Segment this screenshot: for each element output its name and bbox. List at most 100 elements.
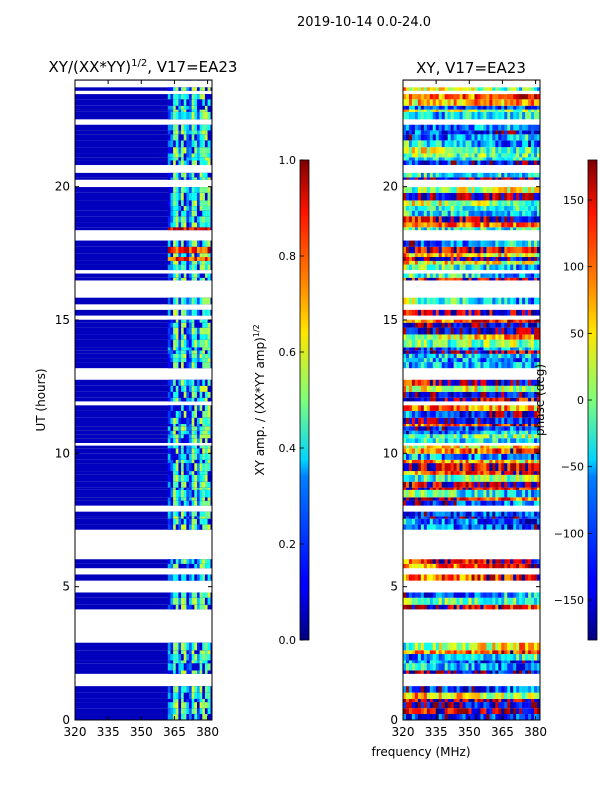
right-heatmap-cell — [513, 347, 517, 351]
right-heatmap-cell — [507, 702, 511, 709]
right-heatmap-cell — [531, 358, 535, 363]
right-heatmap-cell — [432, 686, 437, 693]
right-heatmap-cell — [405, 574, 410, 581]
right-heatmap-cell — [525, 574, 529, 581]
left-heatmap-row — [75, 563, 212, 569]
left-heatmap-cell — [183, 597, 187, 605]
right-heatmap-cell — [492, 592, 496, 598]
right-heatmap-cell — [525, 471, 529, 475]
right-heatmap-cell — [492, 264, 496, 271]
right-heatmap-cell — [483, 692, 487, 699]
right-heatmap-cell — [510, 563, 514, 569]
right-heatmap-cell — [435, 559, 440, 564]
right-heatmap-cell — [474, 260, 478, 265]
left-heatmap-cell — [175, 702, 179, 709]
right-heatmap-cell — [411, 516, 416, 519]
right-heatmap-cell — [504, 489, 508, 498]
left-heatmap-cell — [175, 105, 179, 110]
right-heatmap-cell — [471, 264, 475, 271]
left-heatmap-cell — [170, 574, 174, 581]
right-heatmap-cell — [531, 463, 535, 472]
right-heatmap-cell — [495, 438, 499, 443]
right-heatmap-cell — [516, 417, 520, 425]
right-heatmap-cell — [450, 714, 454, 720]
left-heatmap-cell — [191, 438, 195, 443]
right-heatmap-cell — [504, 216, 508, 223]
left-heatmap-cell — [189, 210, 192, 217]
right-heatmap-cell — [510, 487, 514, 490]
left-heatmap-cell — [183, 362, 187, 369]
left-heatmap-cell — [186, 463, 190, 472]
left-heatmap-row — [75, 597, 212, 605]
left-heatmap-cell — [196, 445, 200, 449]
left-heatmap-cell — [173, 322, 177, 328]
right-heatmap-cell — [501, 405, 505, 411]
left-heatmap-cell — [199, 99, 203, 106]
right-heatmap-cell — [429, 273, 434, 278]
left-heatmap-cell — [207, 391, 211, 398]
left-heatmap-cell — [194, 604, 198, 610]
x-tick-label: 320 — [64, 725, 87, 739]
right-heatmap-cell — [468, 379, 472, 386]
right-heatmap-cell — [477, 417, 481, 425]
right-heatmap-cell — [462, 574, 466, 581]
right-heatmap-cell — [516, 379, 520, 386]
left-heatmap-cell — [204, 297, 208, 305]
left-heatmap-cell — [191, 253, 195, 257]
right-heatmap-cell — [474, 297, 478, 305]
right-heatmap-cell — [453, 489, 457, 498]
left-heatmap-cell — [170, 459, 174, 464]
left-heatmap-cell — [186, 516, 190, 519]
right-heatmap-cell — [516, 264, 520, 271]
right-heatmap-cell — [456, 253, 460, 257]
right-heatmap-cell — [405, 692, 410, 699]
left-heatmap-cell — [181, 322, 185, 328]
right-heatmap-cell — [474, 256, 478, 261]
right-heatmap-cell — [435, 379, 440, 386]
right-heatmap-cell — [477, 391, 481, 398]
right-heatmap-cell — [522, 397, 526, 402]
left-heatmap-cell — [191, 516, 195, 519]
right-heatmap-cell — [447, 463, 451, 472]
right-heatmap-cell — [450, 260, 454, 265]
right-heatmap-cell — [477, 670, 481, 674]
right-heatmap-cell — [525, 516, 529, 519]
right-heatmap-cell — [507, 362, 511, 369]
right-heatmap-cell — [525, 405, 529, 411]
right-heatmap-cell — [429, 500, 434, 506]
left-heatmap-cell — [199, 109, 203, 112]
right-heatmap-cell — [417, 686, 422, 693]
right-heatmap-cell — [468, 686, 472, 693]
left-heatmap-cell — [178, 192, 182, 201]
right-heatmap-cell — [426, 686, 431, 693]
left-heatmap-cell — [170, 430, 174, 435]
right-heatmap-cell — [432, 379, 437, 386]
left-heatmap-cell — [178, 453, 182, 460]
left-heatmap-cell — [202, 463, 206, 472]
left-heatmap-cell — [175, 445, 179, 449]
left-heatmap-cell — [186, 109, 190, 112]
right-heatmap-cell — [531, 277, 535, 281]
left-heatmap-cell — [204, 192, 208, 201]
right-heatmap-cell — [456, 358, 460, 363]
right-heatmap-cell — [405, 319, 410, 323]
left-heatmap-cell — [199, 358, 203, 363]
right-heatmap-cell — [534, 353, 538, 359]
right-heatmap-cell — [426, 200, 431, 207]
right-heatmap-cell — [483, 642, 487, 651]
left-heatmap-cell — [189, 99, 192, 106]
right-heatmap-cell — [519, 206, 523, 211]
right-heatmap-cell — [537, 339, 540, 348]
right-heatmap-cell — [459, 434, 463, 439]
right-heatmap-cell — [492, 353, 496, 359]
right-heatmap-cell — [474, 463, 478, 472]
right-heatmap-cell — [459, 574, 463, 581]
right-heatmap-cell — [456, 597, 460, 605]
right-heatmap-cell — [447, 240, 451, 247]
right-heatmap-cell — [534, 438, 538, 443]
right-heatmap-cell — [462, 353, 466, 359]
right-heatmap-cell — [483, 559, 487, 564]
right-heatmap-cell — [489, 518, 493, 525]
right-heatmap-cell — [408, 256, 413, 261]
right-heatmap-cell — [417, 597, 422, 605]
